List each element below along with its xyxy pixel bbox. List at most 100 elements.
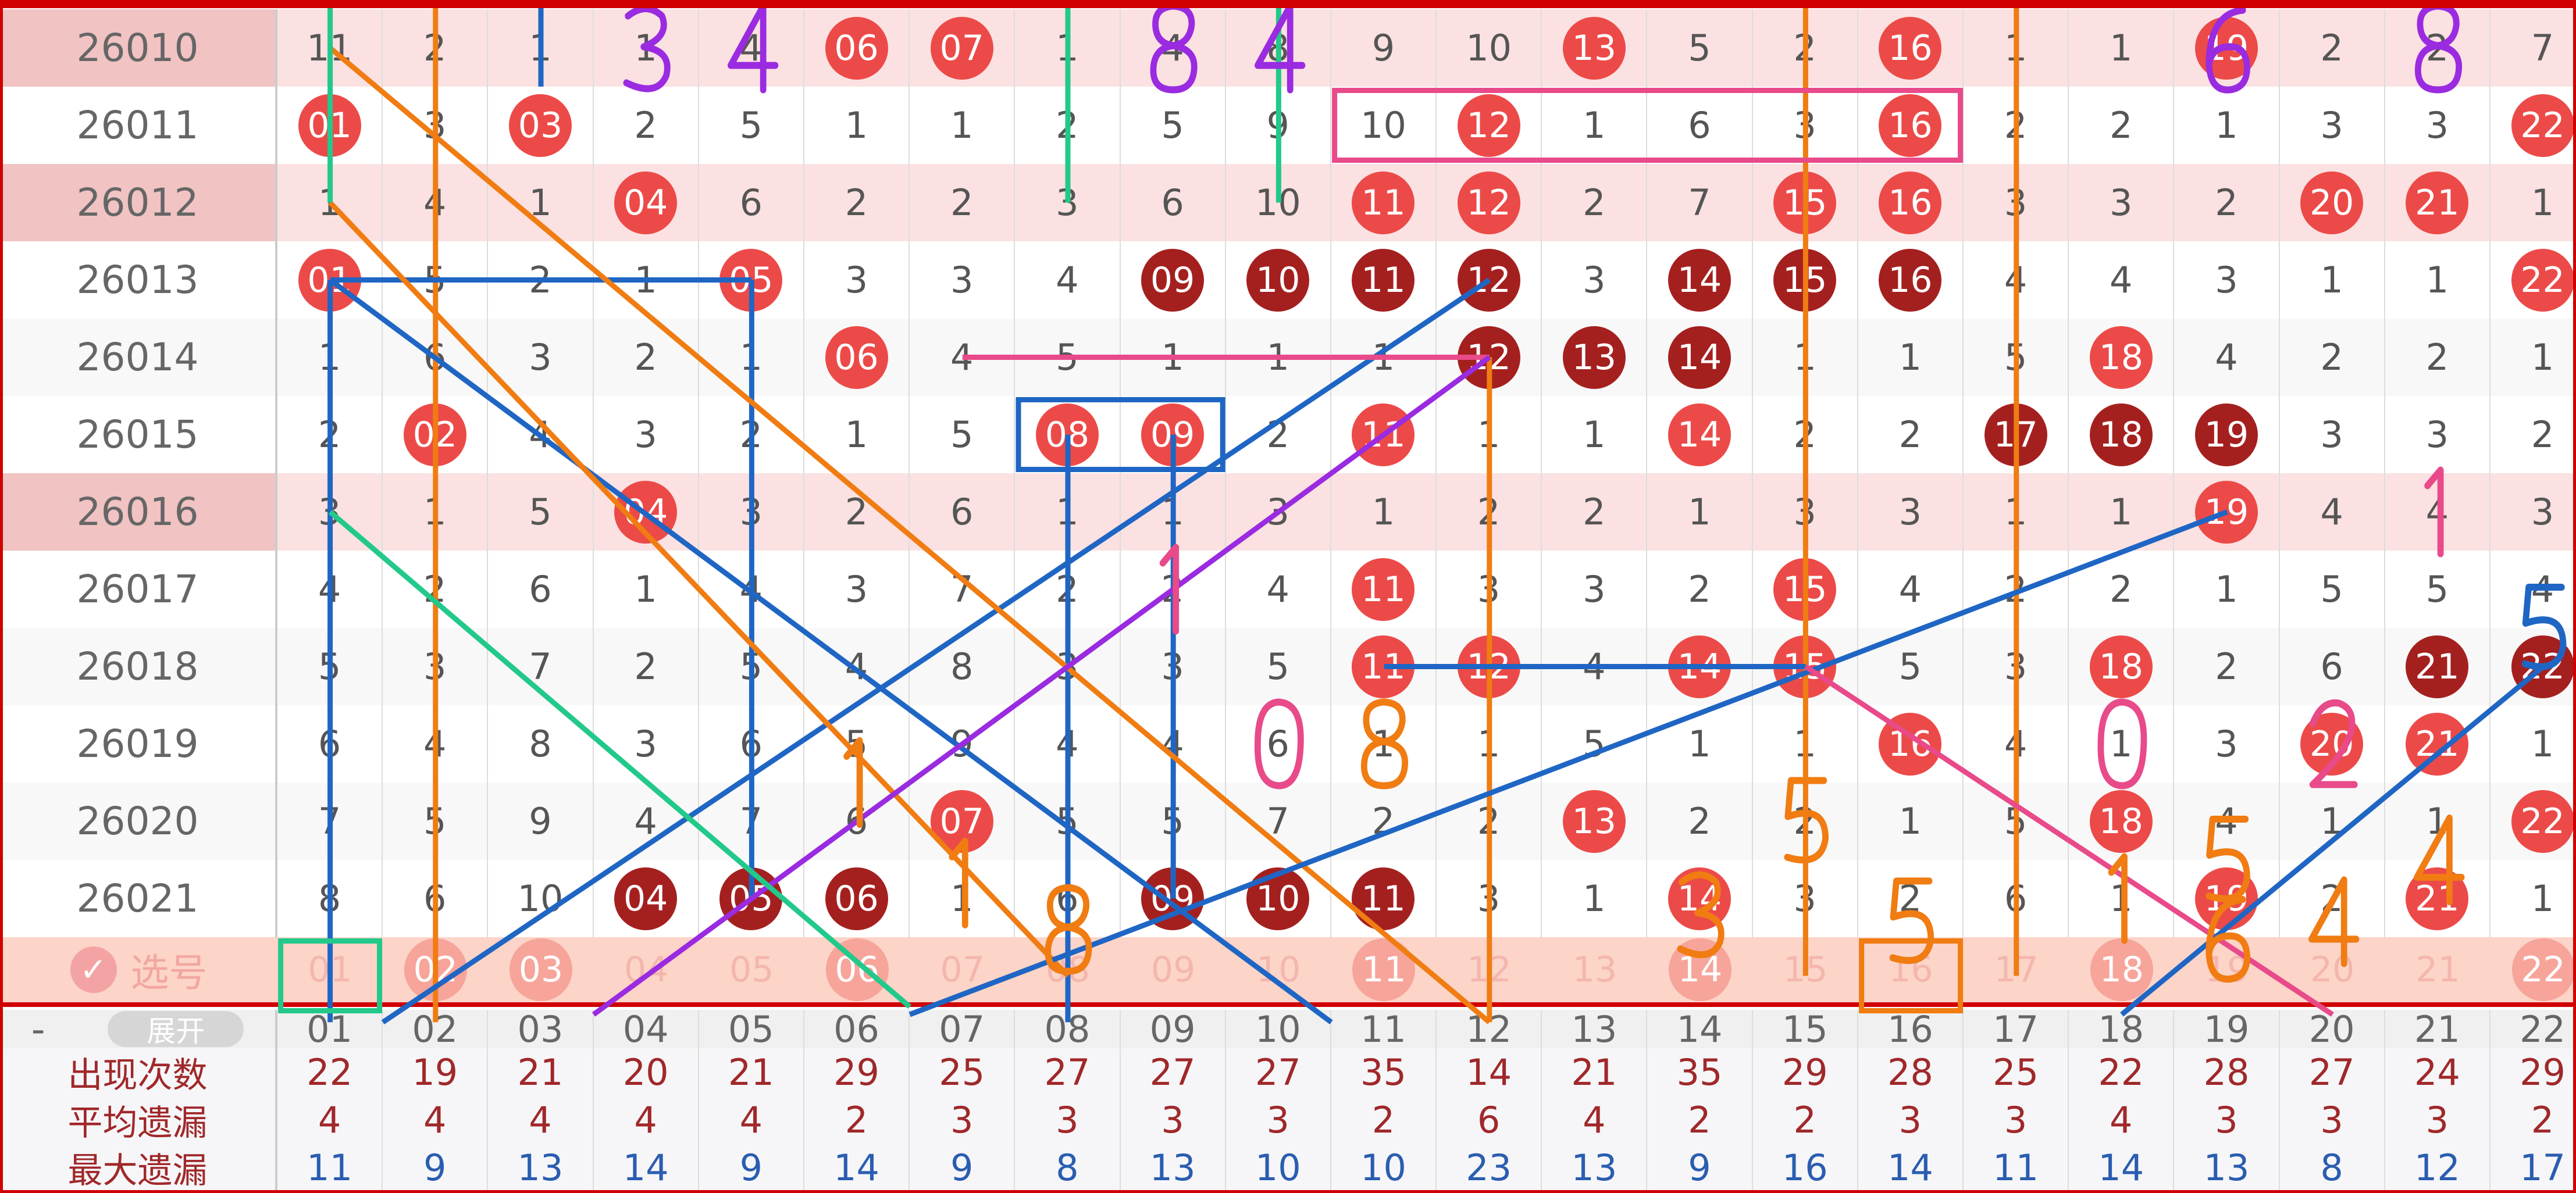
stat-value: 21: [1542, 1048, 1648, 1096]
table-cell: 4: [804, 628, 910, 705]
select-cell-03[interactable]: 03: [488, 937, 593, 1002]
miss-count: 8: [529, 723, 552, 765]
select-number-01[interactable]: 01: [308, 949, 352, 990]
stat-value: 27: [1226, 1048, 1331, 1096]
table-cell: 2: [2491, 396, 2576, 473]
select-cell-12[interactable]: 12: [1437, 937, 1542, 1002]
miss-count: 3: [1056, 181, 1079, 224]
select-number-15[interactable]: 15: [1783, 949, 1828, 990]
select-number-13[interactable]: 13: [1572, 949, 1617, 990]
table-cell: 1: [1964, 473, 2069, 551]
select-cell-06[interactable]: 06: [804, 937, 910, 1002]
table-cell: 1: [1964, 9, 2069, 87]
select-cell-15[interactable]: 15: [1753, 937, 1858, 1002]
table-cell: 2: [1437, 473, 1542, 551]
column-header: 05: [699, 1008, 804, 1051]
table-cell: 11: [1331, 241, 1437, 319]
select-cell-13[interactable]: 13: [1542, 937, 1647, 1002]
select-number-19[interactable]: 19: [2204, 949, 2250, 990]
miss-count: 1: [1477, 723, 1501, 765]
table-cell: 1: [488, 164, 594, 241]
table-cell: 1: [2491, 860, 2576, 937]
select-cell-08[interactable]: 08: [1015, 937, 1120, 1002]
select-cell-20[interactable]: 20: [2280, 937, 2385, 1002]
number-ball: 16: [1879, 16, 1942, 80]
miss-count: 3: [739, 491, 763, 533]
table-cell: 16: [1858, 87, 1964, 164]
table-cell: 5: [804, 705, 910, 783]
miss-count: 7: [739, 800, 763, 842]
select-number-22[interactable]: 22: [2511, 938, 2575, 1001]
table-cell: 5: [277, 628, 383, 705]
select-number-11[interactable]: 11: [1352, 938, 1416, 1001]
stat-value: 22: [2069, 1048, 2175, 1096]
select-cell-17[interactable]: 17: [1964, 937, 2069, 1002]
select-cell-07[interactable]: 07: [910, 937, 1015, 1002]
miss-count: 2: [2215, 645, 2238, 688]
number-ball: 15: [1773, 558, 1837, 621]
miss-count: 1: [634, 259, 657, 301]
miss-count: 2: [950, 181, 974, 224]
select-cell-01[interactable]: 01: [277, 937, 383, 1002]
select-number-12[interactable]: 12: [1467, 949, 1512, 990]
table-cell: 5: [383, 783, 489, 860]
table-cell: 11: [1331, 164, 1437, 241]
miss-count: 1: [950, 877, 974, 920]
select-cell-21[interactable]: 21: [2385, 937, 2491, 1002]
select-cell-10[interactable]: 10: [1226, 937, 1331, 1002]
expand-button[interactable]: 展开: [108, 1011, 244, 1048]
column-header: 16: [1858, 1008, 1964, 1051]
table-cell: 12: [1437, 241, 1542, 319]
select-cell-02[interactable]: 02: [383, 937, 488, 1002]
stat-label: 出现次数: [0, 1048, 277, 1096]
number-ball: 13: [1562, 790, 1626, 853]
select-number-20[interactable]: 20: [2310, 949, 2355, 990]
select-number-09[interactable]: 09: [1150, 949, 1196, 990]
select-cell-04[interactable]: 04: [594, 937, 699, 1002]
select-cell-05[interactable]: 05: [699, 937, 804, 1002]
table-cell: 2: [910, 164, 1016, 241]
select-cell-16[interactable]: 16: [1858, 937, 1964, 1002]
select-number-05[interactable]: 05: [729, 949, 774, 990]
select-number-02[interactable]: 02: [404, 938, 467, 1001]
select-number-17[interactable]: 17: [1994, 949, 2039, 990]
select-number-14[interactable]: 14: [1669, 938, 1732, 1001]
table-cell: 1: [277, 164, 383, 241]
miss-count: 5: [739, 645, 763, 688]
select-number-07[interactable]: 07: [940, 949, 985, 990]
table-cell: 1: [2069, 860, 2175, 937]
miss-count: 1: [1371, 491, 1395, 533]
select-cell-09[interactable]: 09: [1121, 937, 1226, 1002]
select-number-10[interactable]: 10: [1256, 949, 1301, 990]
stat-value: 24: [2385, 1048, 2491, 1096]
table-cell: 4: [2069, 241, 2175, 319]
table-cell: 16: [1858, 241, 1964, 319]
select-number-04[interactable]: 04: [623, 949, 669, 990]
table-cell: 5: [1964, 319, 2069, 396]
column-header: 20: [2280, 1008, 2385, 1051]
stat-value: 2: [804, 1096, 910, 1144]
select-number-06[interactable]: 06: [825, 938, 889, 1001]
select-number-03[interactable]: 03: [509, 938, 572, 1001]
table-cell: 4: [1542, 628, 1648, 705]
stat-value: 17: [2491, 1144, 2576, 1191]
miss-count: 6: [423, 336, 447, 378]
table-cell: 09: [1121, 241, 1226, 319]
miss-count: 6: [845, 800, 868, 842]
select-number-16[interactable]: 16: [1889, 949, 1933, 990]
checkmark-icon[interactable]: ✓: [70, 946, 117, 993]
number-ball: 15: [1773, 248, 1837, 312]
select-number-18[interactable]: 18: [2090, 938, 2153, 1001]
table-cell: 3: [383, 87, 489, 164]
stat-value: 13: [488, 1144, 594, 1191]
select-number-21[interactable]: 21: [2415, 949, 2460, 990]
select-cell-19[interactable]: 19: [2174, 937, 2279, 1002]
table-cell: 2: [1331, 783, 1437, 860]
select-cell-14[interactable]: 14: [1647, 937, 1752, 1002]
select-cell-11[interactable]: 11: [1331, 937, 1437, 1002]
table-cell: 09: [1121, 396, 1226, 473]
miss-count: 1: [950, 104, 974, 147]
select-cell-22[interactable]: 22: [2491, 937, 2576, 1002]
select-cell-18[interactable]: 18: [2069, 937, 2174, 1002]
select-number-08[interactable]: 08: [1045, 949, 1091, 990]
